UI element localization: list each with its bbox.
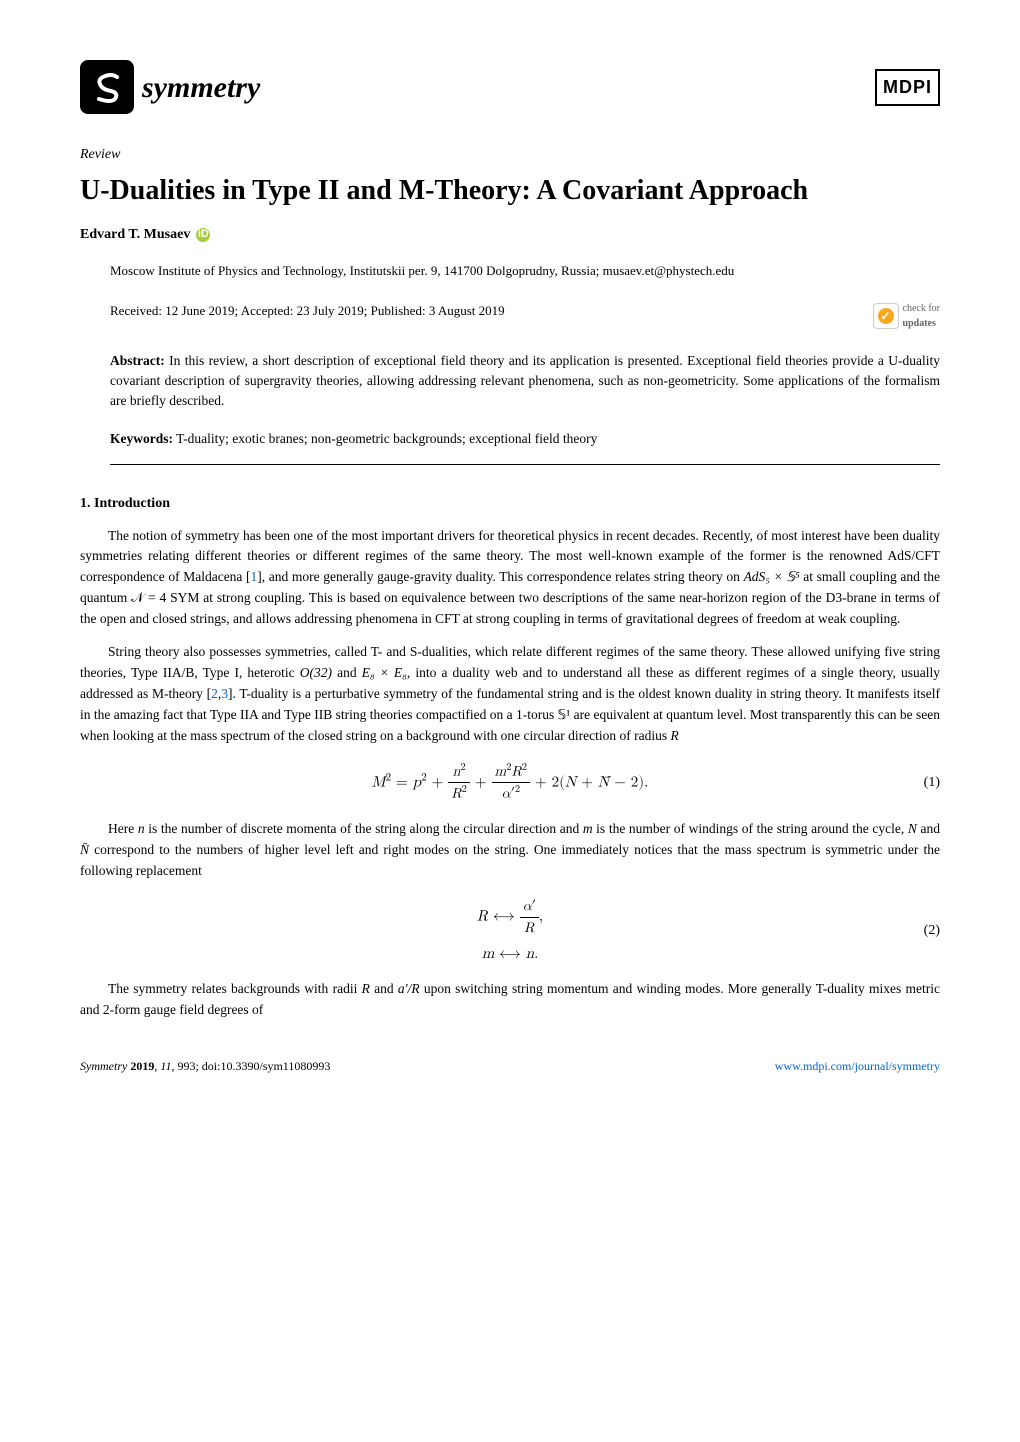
- journal-name: symmetry: [142, 65, 260, 110]
- author-name: Edvard T. Musaev: [80, 224, 190, 245]
- abstract-text: In this review, a short description of e…: [110, 353, 940, 409]
- equation-1: M2 = p2 + n2R2 + m2R2α′2 + 2(N + N̄ − 2)…: [80, 761, 940, 805]
- divider: [110, 464, 940, 465]
- publisher-logo: MDPI: [875, 69, 940, 106]
- keywords-label: Keywords:: [110, 431, 173, 446]
- keywords-text: T-duality; exotic branes; non-geometric …: [173, 431, 597, 446]
- affiliation: Moscow Institute of Physics and Technolo…: [80, 261, 940, 281]
- dates-row: Received: 12 June 2019; Accepted: 23 Jul…: [80, 301, 940, 331]
- paragraph-3: Here n is the number of discrete momenta…: [80, 819, 940, 882]
- journal-logo: symmetry: [80, 60, 260, 114]
- paragraph-1: The notion of symmetry has been one of t…: [80, 526, 940, 631]
- check-updates-text1: check for: [903, 301, 940, 316]
- paragraph-4: The symmetry relates backgrounds with ra…: [80, 979, 940, 1021]
- abstract-label: Abstract:: [110, 353, 165, 368]
- section-title: 1. Introduction: [80, 493, 940, 514]
- equation-2: R ⟷ α′R, m ⟷ n. (2): [80, 896, 940, 966]
- orcid-icon[interactable]: iD: [196, 228, 210, 242]
- footer: Symmetry 2019, 11, 993; doi:10.3390/sym1…: [80, 1057, 940, 1075]
- article-type: Review: [80, 144, 940, 165]
- paragraph-2: String theory also possesses symmetries,…: [80, 642, 940, 747]
- author: Edvard T. Musaev iD: [80, 224, 940, 245]
- keywords: Keywords: T-duality; exotic branes; non-…: [80, 429, 940, 449]
- publication-dates: Received: 12 June 2019; Accepted: 23 Jul…: [110, 301, 505, 321]
- header: symmetry MDPI: [80, 60, 940, 114]
- equation-number: (1): [924, 772, 940, 793]
- citation-link[interactable]: 2: [211, 686, 218, 701]
- equation-number: (2): [924, 920, 940, 941]
- check-updates-badge[interactable]: check for updates: [873, 301, 940, 331]
- article-title: U-Dualities in Type II and M-Theory: A C…: [80, 173, 940, 208]
- footer-right[interactable]: www.mdpi.com/journal/symmetry: [775, 1057, 940, 1075]
- logo-icon: [80, 60, 134, 114]
- abstract: Abstract: In this review, a short descri…: [80, 351, 940, 412]
- footer-left: Symmetry 2019, 11, 993; doi:10.3390/sym1…: [80, 1057, 330, 1075]
- check-updates-text2: updates: [903, 316, 940, 331]
- check-updates-icon: [873, 303, 899, 329]
